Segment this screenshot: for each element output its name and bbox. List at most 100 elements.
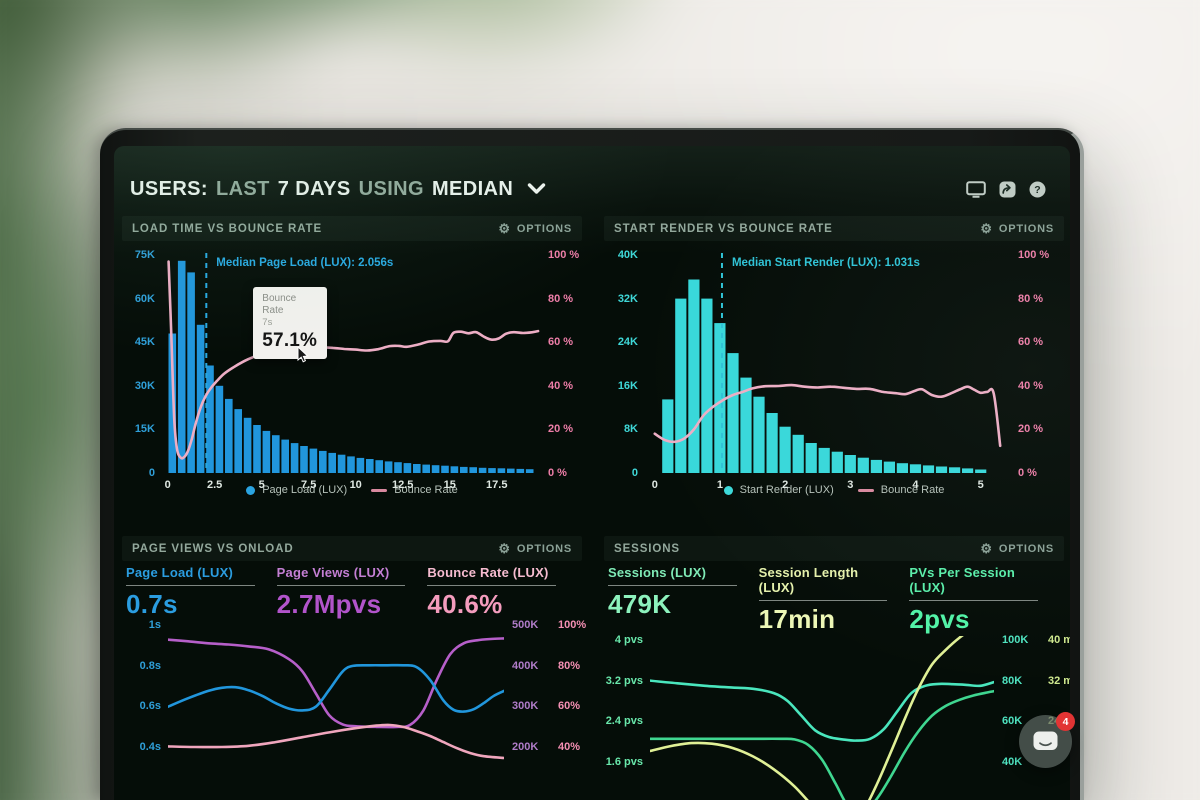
- histogram-bar: [319, 450, 327, 473]
- right-tick-primary: 500K: [512, 619, 539, 631]
- legend-line-icon: [857, 488, 874, 492]
- stat-value: 0.7s: [126, 589, 178, 619]
- options-button[interactable]: ⚙ OPTIONS: [980, 222, 1054, 235]
- gear-icon: ⚙: [498, 221, 511, 236]
- stat-rule: [909, 600, 1039, 601]
- histogram-bar: [740, 377, 752, 473]
- y-axis-left-tick: 75K: [134, 249, 155, 261]
- histogram-bar: [675, 298, 687, 473]
- panel-start-render: START RENDER VS BOUNCE RATE ⚙ OPTIONS Med…: [604, 216, 1064, 522]
- x-axis-tick: 0: [651, 479, 658, 491]
- y-axis-left-tick: 0: [631, 467, 638, 479]
- share-icon[interactable]: [999, 181, 1016, 198]
- y-axis-right-tick: 40K: [1002, 756, 1048, 768]
- series-line: [168, 663, 504, 713]
- histogram-bar: [253, 425, 261, 473]
- chevron-down-icon[interactable]: [527, 183, 546, 195]
- x-axis-tick: 0: [164, 479, 171, 491]
- y-axis-left-tick: 30K: [134, 379, 155, 392]
- histogram-bar: [753, 396, 765, 473]
- right-tick-secondary: 40%: [558, 741, 581, 753]
- y-axis-left-tick: 2.4 pvs: [605, 715, 643, 728]
- histogram-bar: [497, 468, 506, 473]
- series-line: [650, 636, 964, 800]
- right-tick-primary: 200K: [512, 741, 539, 753]
- y-axis-right-tick: 60 %: [1018, 336, 1044, 349]
- y-axis-right-tick: 300K 60%: [512, 700, 580, 712]
- panel-page-views: PAGE VIEWS VS ONLOAD ⚙ OPTIONS Page Load …: [122, 536, 586, 800]
- stat-value: 40.6%: [427, 589, 503, 619]
- svg-text:?: ?: [1034, 184, 1040, 196]
- chart-svg: [168, 637, 504, 760]
- options-label: OPTIONS: [516, 222, 572, 235]
- y-axis-right-tick: 100 %: [548, 249, 580, 261]
- chart-plot-start-render[interactable]: Median Start Render (LUX): 1.031s 40K 32K 2…: [618, 249, 1049, 491]
- chart-plot-sessions[interactable]: 4 pvs 3.2 pvs 2.4 pvs 1.6 pvs 100K 40 min 80K 3…: [606, 634, 1070, 800]
- help-icon[interactable]: ?: [1029, 181, 1046, 198]
- stat-label: Sessions (LUX): [608, 565, 707, 580]
- legend-item[interactable]: Bounce Rate: [857, 484, 944, 496]
- series-line: [650, 679, 994, 742]
- dashboard-title-dropdown[interactable]: USERS: LAST 7 DAYS USING MEDIAN: [130, 178, 521, 201]
- y-axis-right-tick: 60 %: [548, 336, 574, 349]
- y-axis-right-tick: 80 %: [1018, 292, 1044, 305]
- gear-icon: ⚙: [498, 541, 511, 556]
- chart-plot-load-time[interactable]: Median Page Load (LUX): 2.056s 75K 60K 45K 3…: [135, 249, 579, 491]
- histogram-bar: [441, 465, 449, 473]
- right-tick-secondary: 60%: [558, 700, 581, 713]
- options-button[interactable]: ⚙ OPTIONS: [980, 542, 1054, 555]
- x-axis-tick: 2: [782, 479, 789, 491]
- legend-label: Bounce Rate: [394, 484, 458, 496]
- dashboard-title-segment: USING: [358, 177, 424, 200]
- histogram-bar: [525, 469, 534, 473]
- series-line: [650, 689, 994, 800]
- dashboard: USERS: LAST 7 DAYS USING MEDIAN ?: [114, 146, 1070, 800]
- y-axis-left-tick: 0.6s: [139, 700, 161, 713]
- right-tick-primary: 100K: [1002, 634, 1029, 646]
- histogram-bar: [281, 439, 289, 473]
- x-axis-tick: 4: [912, 479, 919, 491]
- stat-rule: [758, 600, 888, 601]
- histogram-bar: [714, 323, 726, 473]
- y-axis-right-tick: 40 %: [1018, 379, 1044, 392]
- x-axis-tick: 7.5: [301, 479, 317, 491]
- display-icon[interactable]: [966, 180, 986, 198]
- y-axis-left-tick: 1.6 pvs: [605, 756, 643, 768]
- panel-sessions: SESSIONS ⚙ OPTIONS Sessions (LUX) 479K Sess…: [604, 536, 1070, 800]
- options-button[interactable]: ⚙ OPTIONS: [498, 542, 572, 555]
- laptop-screen: USERS: LAST 7 DAYS USING MEDIAN ?: [114, 146, 1070, 800]
- y-axis-right-tick: 40 %: [548, 379, 574, 392]
- stat-rule: [427, 585, 557, 586]
- y-axis-right-tick: 400K 80%: [512, 660, 580, 672]
- legend-line-icon: [371, 488, 388, 492]
- histogram-bar: [831, 451, 843, 473]
- histogram-bar: [187, 272, 195, 473]
- chart-plot-page-views[interactable]: 1s 0.8s 0.6s 0.4s 500K 100% 400K 80% 300K 60% 200K…: [140, 619, 586, 799]
- panel-header: PAGE VIEWS VS ONLOAD ⚙ OPTIONS: [122, 536, 582, 561]
- y-axis-left-tick: 4 pvs: [614, 634, 643, 646]
- histogram-bar: [935, 466, 948, 473]
- legend-item[interactable]: Start Render (LUX): [723, 484, 834, 496]
- x-axis-tick: 5: [258, 479, 265, 491]
- histogram-bar: [431, 465, 440, 473]
- panel-grid: LOAD TIME VS BOUNCE RATE ⚙ OPTIONS Median…: [122, 216, 1070, 800]
- histogram-bar: [805, 443, 817, 473]
- histogram-bar: [478, 467, 487, 473]
- histogram-bar: [225, 398, 233, 473]
- options-button[interactable]: ⚙ OPTIONS: [498, 222, 572, 235]
- chat-bubble-icon: [1033, 731, 1058, 750]
- histogram-bar: [779, 426, 791, 473]
- histogram-bar: [347, 456, 355, 473]
- y-axis-left-tick: 1s: [148, 619, 161, 631]
- histogram-bar: [949, 467, 961, 473]
- chat-launcher[interactable]: 4: [1019, 712, 1075, 768]
- panel-title: LOAD TIME VS BOUNCE RATE: [132, 222, 323, 235]
- legend-label: Start Render (LUX): [739, 484, 834, 496]
- legend: Start Render (LUX) Bounce Rate: [604, 484, 1064, 496]
- histogram-bar: [507, 468, 515, 473]
- legend-item[interactable]: Bounce Rate: [371, 484, 458, 496]
- x-axis-tick: 1: [716, 479, 724, 491]
- legend-item[interactable]: Page Load (LUX): [246, 484, 347, 496]
- x-axis-tick: 5: [977, 479, 984, 491]
